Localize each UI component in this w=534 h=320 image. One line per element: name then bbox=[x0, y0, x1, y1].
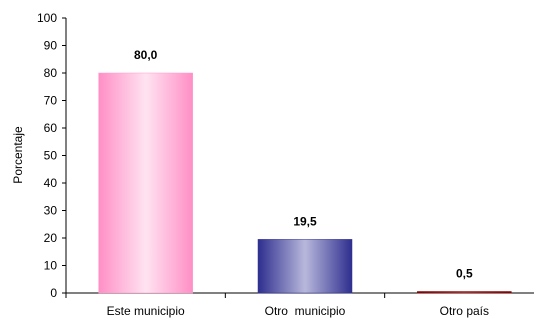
y-tick-label: 40 bbox=[44, 176, 58, 190]
y-tick-label: 50 bbox=[44, 149, 58, 163]
y-tick-label: 30 bbox=[44, 204, 58, 218]
x-axis: Este municipio Otro municipio Otro país bbox=[65, 292, 534, 318]
y-tick-label: 100 bbox=[37, 11, 57, 25]
y-tick-label: 70 bbox=[44, 94, 58, 108]
data-label: 80,0 bbox=[134, 48, 158, 62]
y-tick-label: 0 bbox=[50, 286, 57, 300]
bar bbox=[417, 291, 512, 294]
y-tick-label: 60 bbox=[44, 121, 58, 135]
data-label: 0,5 bbox=[456, 267, 473, 281]
x-tick-label: Otro municipio bbox=[265, 304, 346, 318]
y-axis-title: Porcentaje bbox=[11, 126, 25, 184]
bar bbox=[98, 72, 193, 294]
y-axis: 0 10 20 30 40 50 60 70 80 90 100 bbox=[37, 11, 67, 300]
bar bbox=[257, 239, 353, 294]
x-tick-label: Otro país bbox=[440, 304, 489, 318]
y-tick-label: 10 bbox=[44, 259, 58, 273]
y-tick-label: 90 bbox=[44, 39, 58, 53]
data-label: 19,5 bbox=[293, 214, 317, 228]
y-tick-label: 80 bbox=[44, 66, 58, 80]
y-tick-label: 20 bbox=[44, 231, 58, 245]
x-tick-label: Este municipio bbox=[107, 304, 185, 318]
bars: 80,0 19,5 0,5 bbox=[98, 48, 512, 294]
